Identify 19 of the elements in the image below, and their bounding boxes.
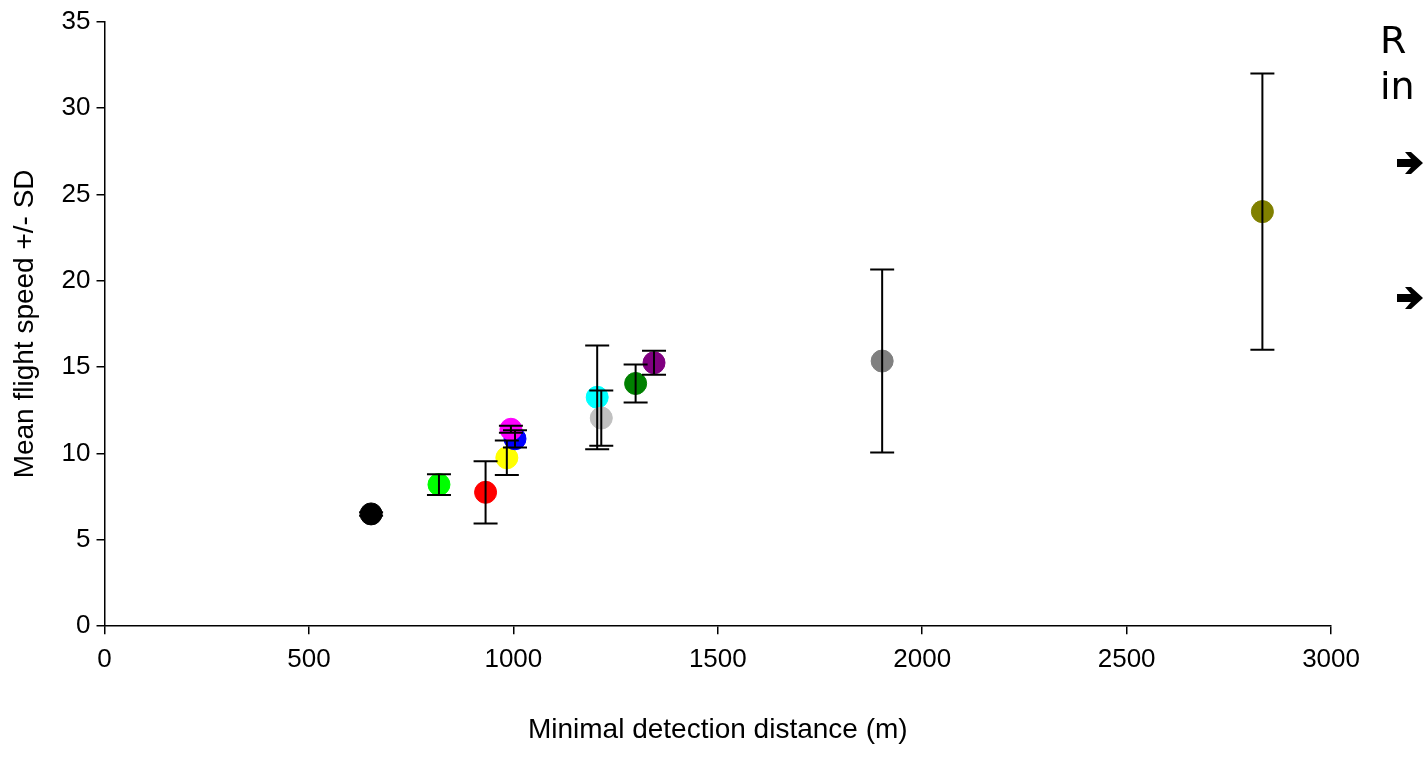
y-tick-label: 5	[76, 523, 91, 553]
y-tick-label: 30	[61, 91, 91, 122]
x-tick-label: 1000	[484, 642, 543, 673]
x-tick-label: 500	[287, 642, 331, 673]
x-axis-title: Minimal detection distance (m)	[527, 712, 908, 744]
x-tick-label: 2500	[1097, 642, 1156, 673]
y-tick-label: 25	[61, 177, 91, 208]
x-tick-label: 3000	[1302, 642, 1360, 673]
x-tick-label: 0	[97, 642, 112, 673]
text: R	[1380, 18, 1407, 62]
y-tick-label: 35	[61, 4, 91, 35]
y-tick-label: 0	[76, 609, 91, 640]
y-tick-label: 15	[61, 350, 91, 381]
x-tick-label: 1500	[688, 642, 747, 673]
y-tick-label: 10	[61, 436, 91, 467]
y-tick-label: 20	[61, 263, 91, 294]
text: in	[1380, 64, 1415, 108]
y-axis-title: Mean flight speed +/- SD	[7, 169, 39, 479]
x-tick-label: 2000	[893, 642, 952, 673]
